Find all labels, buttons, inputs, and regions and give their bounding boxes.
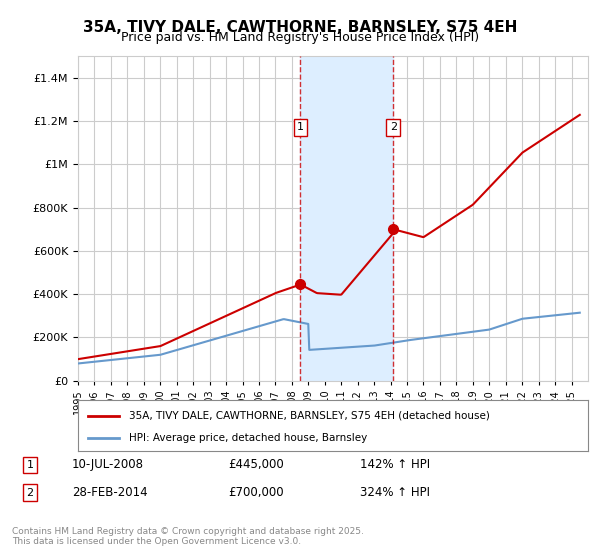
Text: 35A, TIVY DALE, CAWTHORNE, BARNSLEY, S75 4EH (detached house): 35A, TIVY DALE, CAWTHORNE, BARNSLEY, S75… xyxy=(129,410,490,421)
Text: 1: 1 xyxy=(297,123,304,133)
Text: Contains HM Land Registry data © Crown copyright and database right 2025.
This d: Contains HM Land Registry data © Crown c… xyxy=(12,526,364,546)
Text: 35A, TIVY DALE, CAWTHORNE, BARNSLEY, S75 4EH: 35A, TIVY DALE, CAWTHORNE, BARNSLEY, S75… xyxy=(83,20,517,35)
Text: £445,000: £445,000 xyxy=(228,459,284,472)
Text: 10-JUL-2008: 10-JUL-2008 xyxy=(72,459,144,472)
Text: 2: 2 xyxy=(389,123,397,133)
Bar xyxy=(301,56,393,381)
Text: 142% ↑ HPI: 142% ↑ HPI xyxy=(360,459,430,472)
Text: 324% ↑ HPI: 324% ↑ HPI xyxy=(360,486,430,499)
Text: 28-FEB-2014: 28-FEB-2014 xyxy=(72,486,148,499)
Text: 2: 2 xyxy=(26,488,34,498)
Text: Price paid vs. HM Land Registry's House Price Index (HPI): Price paid vs. HM Land Registry's House … xyxy=(121,31,479,44)
Text: 1: 1 xyxy=(26,460,34,470)
Text: HPI: Average price, detached house, Barnsley: HPI: Average price, detached house, Barn… xyxy=(129,433,367,443)
Text: £700,000: £700,000 xyxy=(228,486,284,499)
